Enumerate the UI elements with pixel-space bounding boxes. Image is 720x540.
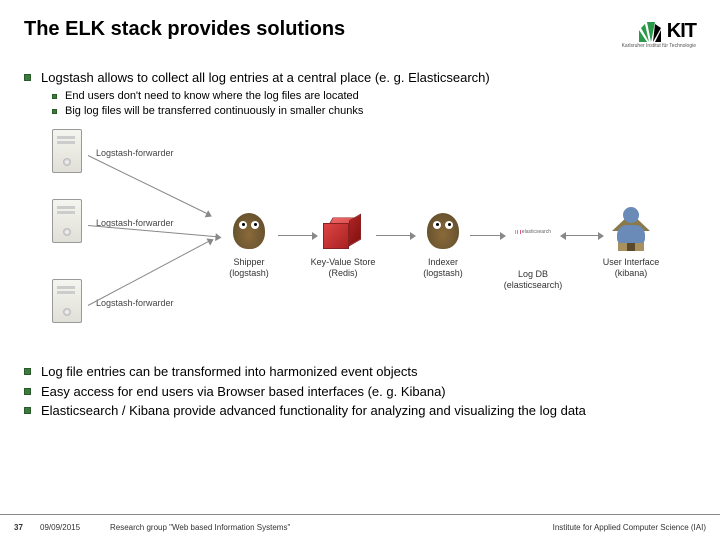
- kit-logo: KIT Karlsruher Institut für Technologie: [622, 18, 696, 49]
- logo-subtitle: Karlsruher Institut für Technologie: [622, 43, 696, 49]
- user-icon: [614, 207, 648, 245]
- flow-arrow: [376, 235, 410, 236]
- node-label: Shipper(logstash): [212, 257, 286, 278]
- bullet-main-1: Logstash allows to collect all log entri…: [24, 69, 696, 87]
- bullet-text: Big log files will be transferred contin…: [65, 104, 363, 119]
- node-label: Indexer(logstash): [406, 257, 480, 278]
- bullet-main-2: Log file entries can be transformed into…: [24, 363, 696, 381]
- server-icon: [52, 279, 88, 331]
- node-indexer: Indexer(logstash): [406, 213, 480, 278]
- page-number: 37: [14, 523, 40, 532]
- flow-arrow: [88, 155, 207, 214]
- forwarder-label: Logstash-forwarder: [96, 147, 174, 159]
- bullet-text: Easy access for end users via Browser ba…: [41, 383, 446, 401]
- logo-text: KIT: [667, 20, 696, 43]
- forwarder-label: Logstash-forwarder: [96, 297, 174, 309]
- bullet-text: End users don't need to know where the l…: [65, 89, 359, 104]
- bullet-text: Elasticsearch / Kibana provide advanced …: [41, 402, 586, 420]
- server-icon: [52, 199, 88, 251]
- owl-icon: [233, 213, 265, 249]
- server-icon: [52, 129, 88, 181]
- bullet-sub-1: End users don't need to know where the l…: [52, 89, 696, 104]
- architecture-diagram: Logstash-forwarderLogstash-forwarderLogs…: [52, 129, 696, 349]
- slide-footer: 37 09/09/2015 Research group "Web based …: [0, 514, 720, 540]
- bullet-text: Logstash allows to collect all log entri…: [41, 69, 490, 87]
- footer-date: 09/09/2015: [40, 523, 110, 532]
- node-label: Key-Value Store(Redis): [306, 257, 380, 278]
- node-label: Log DB(elasticsearch): [496, 269, 570, 290]
- node-redis: Key-Value Store(Redis): [306, 213, 380, 278]
- cube-icon: [323, 213, 359, 249]
- slide-title: The ELK stack provides solutions: [24, 18, 345, 41]
- bullet-main-3: Easy access for end users via Browser ba…: [24, 383, 696, 401]
- owl-icon: [427, 213, 459, 249]
- bullet-text: Log file entries can be transformed into…: [41, 363, 418, 381]
- node-shipper: Shipper(logstash): [212, 213, 286, 278]
- elasticsearch-icon: elasticsearch: [515, 225, 551, 239]
- bullet-main-4: Elasticsearch / Kibana provide advanced …: [24, 402, 696, 420]
- bullet-sub-2: Big log files will be transferred contin…: [52, 104, 696, 119]
- node-label: User Interface(kibana): [594, 257, 668, 278]
- footer-group: Research group "Web based Information Sy…: [110, 523, 553, 532]
- logo-fan-icon: [637, 18, 663, 44]
- footer-institute: Institute for Applied Computer Science (…: [553, 523, 706, 532]
- node-logdb: elasticsearch Log DB(elasticsearch): [496, 213, 570, 290]
- node-ui: User Interface(kibana): [594, 213, 668, 278]
